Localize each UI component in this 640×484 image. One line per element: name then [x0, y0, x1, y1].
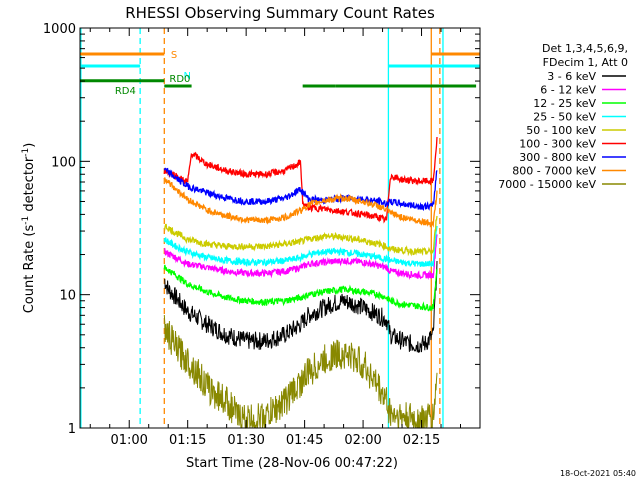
y-tick-label: 1: [68, 422, 76, 437]
plot-frame: [79, 27, 481, 429]
series-line-8: [163, 314, 438, 429]
series-line-4: [163, 215, 438, 257]
y-axis-label: Count Rate (s-1 detector-1): [21, 143, 37, 314]
series-line-5: [163, 136, 438, 224]
y-tick-label: 100: [51, 155, 76, 170]
legend-label-8: 7000 - 15000 keV: [498, 178, 596, 191]
x-tick-label: 01:30: [227, 433, 264, 448]
legend-label-5: 100 - 300 keV: [519, 138, 596, 151]
x-tick-label: 02:15: [403, 433, 440, 448]
x-axis-label: Start Time (28-Nov-06 00:47:22): [186, 456, 398, 471]
legend-label-7: 800 - 7000 keV: [512, 165, 596, 178]
legend-label-4: 50 - 100 keV: [526, 124, 596, 137]
legend-header-2: FDecim 1, Att 0: [543, 56, 628, 69]
x-tick-label: 01:45: [286, 433, 323, 448]
legend-label-1: 6 - 12 keV: [540, 84, 596, 97]
footer-date: 18-Oct-2021 05:40: [560, 469, 636, 478]
series-line-1: [164, 234, 438, 280]
y-tick-label: 1000: [43, 22, 76, 37]
x-tick-label: 01:15: [169, 433, 206, 448]
flag-bars: SN RD4 RD0: [80, 50, 480, 97]
flag-label-rd0: RD0: [169, 74, 190, 85]
legend-label-2: 12 - 25 keV: [533, 97, 596, 110]
series-line-0: [164, 260, 438, 353]
flag-label-rd4: RD4: [115, 86, 136, 97]
flag-label-s: S: [171, 50, 177, 61]
legend-header-1: Det 1,3,4,5,6,9,: [542, 42, 628, 55]
series-lines: [163, 136, 438, 429]
x-tick-label: 02:00: [344, 433, 381, 448]
legend-label-3: 25 - 50 keV: [533, 111, 596, 124]
legend: Det 1,3,4,5,6,9, FDecim 1, Att 0 3 - 6 k…: [498, 42, 628, 191]
chart-title: RHESSI Observing Summary Count Rates: [125, 4, 435, 22]
series-line-7: [163, 177, 438, 228]
legend-label-0: 3 - 6 keV: [547, 70, 596, 83]
axes: 01:00 01:15 01:30 01:45 02:00 02:15 1 10 100 1000: [43, 22, 481, 448]
series-line-2: [163, 264, 438, 312]
x-tick-label: 01:00: [110, 433, 147, 448]
series-line-3: [163, 225, 438, 268]
series-line-6: [163, 167, 438, 211]
flag-label-n: N: [183, 71, 190, 82]
legend-label-6: 300 - 800 keV: [519, 151, 596, 164]
y-tick-label: 10: [59, 289, 76, 304]
